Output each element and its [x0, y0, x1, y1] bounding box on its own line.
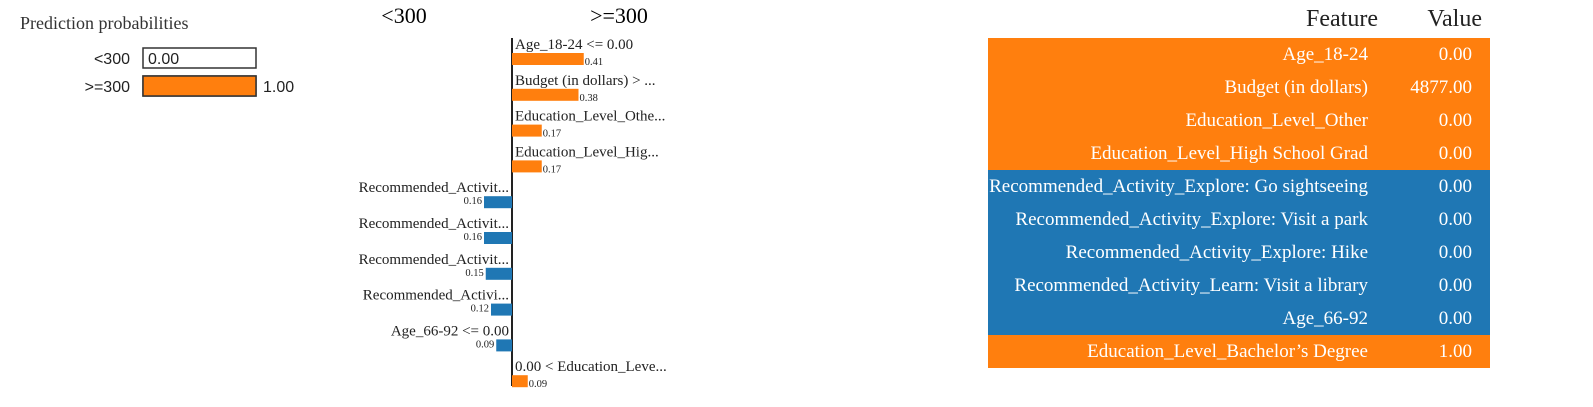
proba-class-label: <300 — [94, 51, 130, 68]
table-row: Recommended_Activity_Explore: Go sightse… — [988, 170, 1490, 203]
feature-name-cell: Education_Level_Other — [1185, 109, 1368, 131]
contribution-bar — [512, 53, 584, 65]
contribution-feature-label: Recommended_Activit... — [359, 252, 509, 268]
contribution-value-label: 0.16 — [464, 196, 482, 207]
value-column-header: Value — [1427, 5, 1482, 32]
contribution-feature-label: Recommended_Activi... — [363, 288, 509, 304]
contribution-bar — [496, 339, 512, 352]
proba-class-label: >=300 — [85, 79, 130, 96]
prediction-probabilities-panel: Prediction probabilities <300 0.00 >=300 1.… — [20, 13, 294, 97]
feature-name-cell: Recommended_Activity_Explore: Hike — [1065, 241, 1368, 263]
table-row: Education_Level_Other 0.00 — [988, 104, 1490, 137]
contribution-feature-label: Age_66-92 <= 0.00 — [391, 323, 509, 339]
contribution-value-label: 0.12 — [471, 304, 489, 315]
contribution-bar — [512, 375, 528, 388]
table-header: Feature Value — [988, 0, 1490, 38]
contribution-value-label: 0.15 — [465, 268, 483, 279]
contribution-feature-label: Recommended_Activit... — [359, 180, 509, 196]
feature-value-cell: 0.00 — [1438, 109, 1472, 131]
proba-bar-frame — [142, 47, 257, 69]
table-row: Age_66-92 0.00 — [988, 302, 1490, 335]
feature-value-cell: 0.00 — [1438, 43, 1472, 65]
feature-name-cell: Budget (in dollars) — [1224, 76, 1368, 98]
contribution-value-label: 0.17 — [543, 129, 561, 140]
contribution-feature-label: Age_18-24 <= 0.00 — [515, 37, 633, 53]
contribution-feature-label: Education_Level_Hig... — [515, 144, 659, 160]
contribution-feature-label: Recommended_Activit... — [359, 216, 509, 232]
contribution-value-label: 0.09 — [476, 339, 494, 350]
table-body: Age_18-24 0.00 Budget (in dollars) 4877.00 E… — [988, 38, 1490, 368]
feature-name-cell: Education_Level_High School Grad — [1090, 142, 1368, 164]
feature-value-cell: 4877.00 — [1410, 76, 1472, 98]
feature-name-cell: Age_66-92 — [1282, 307, 1368, 329]
feature-value-cell: 0.00 — [1438, 208, 1472, 230]
table-row: Age_18-24 0.00 — [988, 38, 1490, 71]
negative-class-header: <300 — [381, 3, 426, 28]
contribution-feature-label: Budget (in dollars) > ... — [515, 73, 656, 89]
feature-value-cell: 1.00 — [1438, 340, 1472, 362]
feature-name-cell: Recommended_Activity_Explore: Visit a pa… — [1015, 208, 1368, 230]
proba-value-label: 0.00 — [148, 51, 179, 68]
contribution-bar — [512, 88, 579, 101]
contribution-bar — [491, 303, 512, 316]
contribution-value-label: 0.17 — [543, 164, 561, 175]
contribution-bar — [484, 232, 512, 244]
feature-contributions-panel: <300 >=300 Age_18-24 <= 0.00 0.41 Budget (… — [359, 3, 667, 390]
feature-value-cell: 0.00 — [1438, 241, 1472, 263]
feature-column-header: Feature — [1306, 5, 1378, 32]
feature-value-cell: 0.00 — [1438, 274, 1472, 296]
positive-class-header: >=300 — [590, 3, 648, 28]
contribution-value-label: 0.41 — [585, 57, 603, 68]
feature-name-cell: Education_Level_Bachelor’s Degree — [1087, 340, 1368, 362]
table-row: Recommended_Activity_Learn: Visit a libr… — [988, 269, 1490, 302]
feature-value-cell: 0.00 — [1438, 307, 1472, 329]
feature-value-cell: 0.00 — [1438, 175, 1472, 197]
feature-value-cell: 0.00 — [1438, 142, 1472, 164]
lime-explanation-chart: Prediction probabilities <300 0.00 >=300 1.… — [20, 3, 667, 390]
prediction-probabilities-title: Prediction probabilities — [20, 13, 188, 33]
contribution-bar — [484, 196, 512, 209]
table-row: Education_Level_High School Grad 0.00 — [988, 137, 1490, 170]
contribution-value-label: 0.38 — [580, 93, 598, 104]
contribution-bar — [485, 267, 512, 280]
table-row: Recommended_Activity_Explore: Visit a pa… — [988, 203, 1490, 236]
proba-bar — [142, 75, 257, 97]
feature-name-cell: Age_18-24 — [1282, 43, 1368, 65]
contribution-feature-label: Education_Level_Othe... — [515, 109, 665, 125]
contribution-feature-label: 0.00 < Education_Leve... — [515, 359, 667, 375]
contribution-value-label: 0.16 — [464, 232, 482, 243]
table-row: Education_Level_Bachelor’s Degree 1.00 — [988, 335, 1490, 368]
proba-value-label: 1.00 — [263, 79, 294, 96]
feature-name-cell: Recommended_Activity_Learn: Visit a libr… — [1014, 274, 1368, 296]
contribution-value-label: 0.09 — [529, 379, 547, 390]
table-row: Budget (in dollars) 4877.00 — [988, 71, 1490, 104]
feature-name-cell: Recommended_Activity_Explore: Go sightse… — [989, 175, 1368, 197]
contribution-bar — [512, 124, 542, 137]
feature-value-table: Feature Value Age_18-24 0.00 Budget (in do… — [988, 0, 1490, 368]
table-row: Recommended_Activity_Explore: Hike 0.00 — [988, 236, 1490, 269]
contribution-bar — [512, 160, 542, 173]
